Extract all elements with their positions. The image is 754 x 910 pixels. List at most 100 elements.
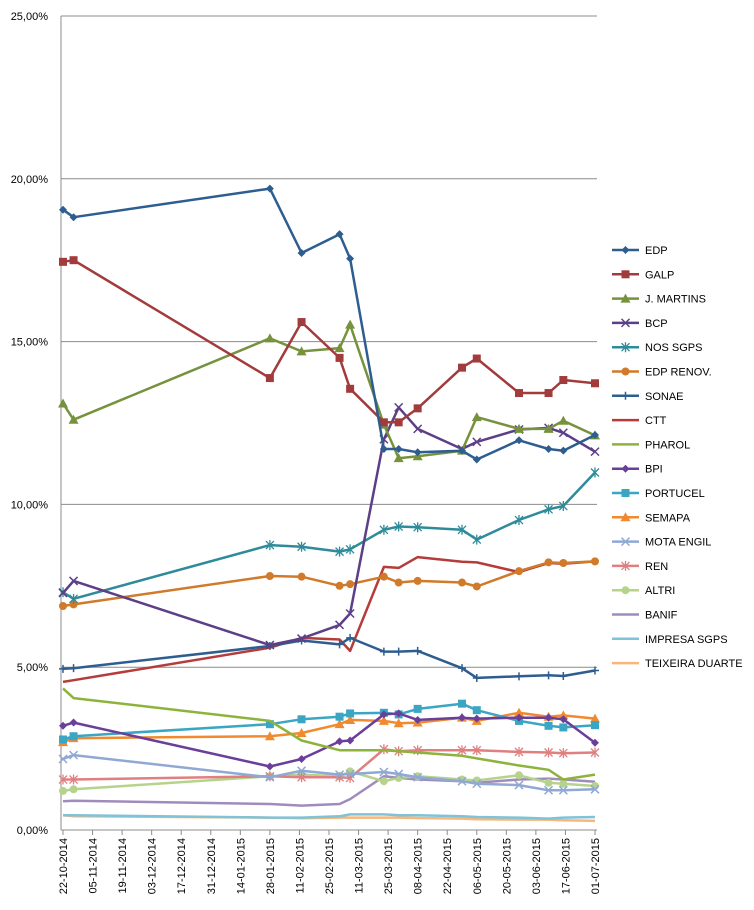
legend-label: PHAROL	[645, 439, 690, 451]
data-point-altri	[544, 778, 553, 787]
data-point-mota-engil	[558, 785, 568, 795]
data-point-sonae	[559, 671, 568, 680]
legend-label: J. MARTINS	[645, 294, 706, 306]
data-point-bpi	[458, 713, 466, 722]
x-tick-label: 17-06-2015	[560, 838, 572, 894]
x-tick-label: 25-03-2015	[383, 838, 395, 894]
series-lines	[58, 184, 600, 823]
data-point-edp-renov	[346, 580, 355, 589]
x-tick-label: 31-12-2014	[206, 838, 218, 894]
data-point-sonae	[544, 671, 553, 680]
series-pharol	[62, 687, 596, 781]
data-point-edp-renov	[69, 600, 78, 609]
data-point-portucel	[69, 732, 78, 741]
legend-item-ren: REN	[612, 560, 668, 573]
data-point-bpi	[394, 709, 403, 718]
data-point-sonae	[59, 664, 67, 673]
x-tick-label: 25-02-2015	[324, 838, 336, 894]
data-point-ren	[544, 747, 554, 758]
x-tick-label: 08-04-2015	[413, 838, 425, 894]
legend-marker	[621, 342, 630, 353]
data-point-bpi	[559, 715, 568, 724]
data-point-edp-renov	[544, 558, 553, 567]
legend: EDP GALP J. MARTINS BCP NOS SGPS EDP RENOV. SO…	[612, 245, 743, 670]
data-point-semapa	[558, 710, 569, 720]
series-edp-renov	[59, 557, 599, 610]
legend-item-edp: EDP	[612, 245, 668, 257]
data-point-edp-renov	[297, 572, 306, 581]
data-point-bpi	[472, 714, 481, 723]
data-point-semapa	[590, 713, 600, 723]
legend-item-edp-renov: EDP RENOV.	[612, 367, 712, 379]
x-tick-label: 19-11-2014	[117, 838, 129, 893]
data-point-bcp	[58, 588, 68, 598]
legend-marker	[621, 270, 630, 279]
data-point-sonae	[472, 673, 481, 682]
series-bpi	[59, 709, 599, 771]
data-point-nos-sgps	[472, 534, 482, 545]
data-point-portucel	[472, 706, 481, 715]
series-line-sonae	[62, 636, 596, 680]
legend-marker	[620, 512, 631, 522]
data-point-galp	[69, 256, 78, 265]
data-point-semapa	[264, 731, 275, 741]
series-altri	[59, 767, 599, 795]
data-point-portucel	[265, 720, 274, 729]
legend-label: EDP	[645, 245, 668, 257]
data-point-sonae	[335, 640, 344, 649]
data-point-mota-engil	[590, 784, 600, 794]
data-point-galp	[379, 418, 388, 427]
series-line-nos-sgps	[62, 471, 596, 601]
data-point-altri	[559, 779, 568, 788]
data-point-sonae	[394, 647, 403, 656]
series-galp	[59, 256, 599, 427]
legend-label: EDP RENOV.	[645, 367, 712, 379]
data-point-edp	[59, 205, 67, 214]
legend-item-nos-sgps: NOS SGPS	[612, 342, 702, 354]
data-point-ren	[558, 748, 568, 759]
legend-label: PORTUCEL	[645, 488, 705, 500]
data-point-edp	[394, 445, 403, 454]
data-point-bcp	[558, 428, 568, 438]
legend-label: GALP	[645, 269, 674, 281]
data-point-edp-renov	[591, 557, 599, 566]
data-point-j-martins	[471, 412, 482, 422]
data-point-edp-renov	[335, 581, 344, 590]
data-point-bpi	[69, 718, 78, 727]
data-point-edp	[591, 431, 599, 440]
data-point-edp	[335, 230, 344, 239]
data-point-altri	[69, 785, 78, 794]
x-tick-label: 11-03-2015	[354, 838, 366, 893]
data-point-portucel	[335, 712, 344, 721]
data-point-portucel	[59, 735, 67, 744]
data-point-ren	[297, 772, 307, 783]
data-point-semapa	[393, 718, 404, 728]
data-point-edp-renov	[559, 559, 568, 568]
legend-label: IMPRESA SGPS	[645, 634, 728, 646]
data-point-altri	[379, 777, 388, 786]
data-point-ren	[69, 774, 79, 785]
data-point-semapa	[345, 714, 356, 724]
data-point-ren	[457, 745, 467, 756]
y-tick-label: 15,00%	[11, 337, 49, 349]
data-point-edp-renov	[458, 578, 466, 587]
data-point-galp	[472, 354, 481, 363]
data-point-bcp	[590, 447, 600, 457]
legend-label: MOTA ENGIL	[645, 537, 711, 549]
data-point-mota-engil	[379, 767, 389, 777]
data-point-sonae	[515, 672, 523, 681]
data-point-mota-engil	[335, 770, 345, 780]
data-point-j-martins	[393, 453, 404, 463]
data-point-ren	[514, 746, 524, 757]
legend-marker	[620, 293, 631, 303]
legend-item-pharol: PHAROL	[612, 439, 690, 451]
data-point-edp	[346, 254, 355, 263]
series-line-edp-renov	[62, 560, 596, 608]
x-tick-label: 22-10-2014	[58, 838, 70, 894]
data-point-nos-sgps	[394, 521, 404, 532]
data-point-sonae	[379, 647, 388, 656]
legend-item-sonae: SONAE	[612, 391, 684, 403]
data-point-galp	[458, 363, 466, 372]
data-point-semapa	[378, 715, 389, 725]
data-point-mota-engil	[413, 772, 423, 782]
